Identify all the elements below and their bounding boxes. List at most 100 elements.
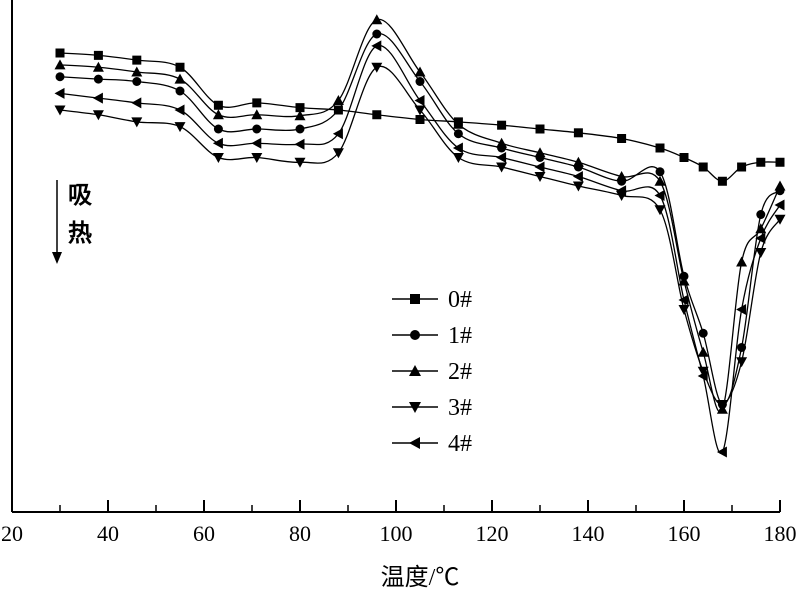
data-point xyxy=(175,62,185,72)
data-point xyxy=(697,370,708,382)
data-point xyxy=(654,175,666,186)
data-point xyxy=(572,181,584,192)
series-line xyxy=(59,65,781,406)
data-point xyxy=(132,55,142,65)
x-tick-label: 180 xyxy=(764,521,797,546)
legend-label: 2# xyxy=(448,359,472,385)
data-point xyxy=(55,48,65,58)
data-point xyxy=(332,95,344,105)
data-point xyxy=(497,120,507,130)
x-tick-label: 40 xyxy=(97,521,119,546)
data-point xyxy=(410,294,420,304)
data-point xyxy=(452,142,463,154)
data-point xyxy=(698,328,708,338)
data-point xyxy=(534,161,545,173)
data-point xyxy=(655,167,665,177)
data-point xyxy=(774,199,785,211)
data-point xyxy=(212,109,224,120)
axes: 20 40 60 80 100 120 140 160 180 xyxy=(1,0,797,546)
data-point xyxy=(678,305,690,315)
data-point xyxy=(332,128,343,140)
x-tick-label: 20 xyxy=(1,521,23,546)
data-point xyxy=(414,105,426,116)
x-axis-title: 温度/℃ xyxy=(381,564,460,591)
data-point xyxy=(174,73,186,84)
data-point xyxy=(252,124,262,134)
series-group xyxy=(54,14,786,458)
legend-item: 0# xyxy=(392,287,472,313)
data-point xyxy=(774,214,786,225)
data-point xyxy=(654,190,665,201)
data-point xyxy=(372,110,382,120)
legend-item: 4# xyxy=(392,431,472,457)
data-point xyxy=(496,137,508,148)
data-point xyxy=(572,156,584,167)
data-point xyxy=(736,357,748,368)
legend-item: 3# xyxy=(392,395,472,421)
data-point xyxy=(655,143,665,153)
data-point xyxy=(131,117,143,128)
data-point xyxy=(737,162,747,172)
data-point xyxy=(756,210,766,219)
data-point xyxy=(54,87,65,99)
data-point xyxy=(716,446,727,458)
data-point xyxy=(453,129,463,139)
series-3 xyxy=(54,62,786,410)
data-point xyxy=(617,134,627,143)
data-point xyxy=(679,153,689,162)
data-point xyxy=(174,122,186,133)
data-point xyxy=(415,77,425,86)
data-point xyxy=(92,110,104,121)
data-point xyxy=(372,29,382,39)
data-point xyxy=(54,105,66,116)
data-point xyxy=(92,61,104,72)
data-point xyxy=(294,157,306,168)
x-tick-label: 160 xyxy=(668,521,701,546)
data-point xyxy=(251,137,262,149)
data-point xyxy=(755,232,766,244)
data-point xyxy=(496,162,508,173)
data-point xyxy=(716,400,728,410)
data-point xyxy=(294,138,305,150)
legend-label: 0# xyxy=(448,287,472,313)
data-point xyxy=(534,172,546,182)
data-point xyxy=(175,86,185,96)
data-point xyxy=(409,402,421,413)
data-point xyxy=(252,98,262,108)
down-arrow-icon xyxy=(52,252,62,264)
legend-item: 2# xyxy=(392,359,472,385)
data-point xyxy=(736,304,747,315)
data-point xyxy=(698,162,708,172)
data-point xyxy=(93,74,103,84)
data-point xyxy=(534,147,546,158)
data-point xyxy=(213,100,223,110)
data-point xyxy=(414,95,425,106)
data-point xyxy=(409,437,420,449)
data-point xyxy=(654,205,666,216)
data-point xyxy=(371,14,383,25)
data-point xyxy=(415,115,425,124)
data-point xyxy=(333,105,343,115)
data-point xyxy=(572,171,583,182)
annotation-char-2: 热 xyxy=(68,219,92,247)
data-point xyxy=(251,109,263,120)
data-point xyxy=(717,176,727,186)
data-point xyxy=(174,104,185,116)
x-tick-label: 100 xyxy=(380,521,413,546)
x-tick-label: 120 xyxy=(476,521,509,546)
x-ticks xyxy=(11,500,781,512)
data-point xyxy=(294,110,306,121)
annotation-char-1: 吸 xyxy=(68,181,92,209)
data-point xyxy=(535,124,545,134)
data-point xyxy=(756,157,766,167)
data-point xyxy=(678,275,690,286)
x-tick-label: 60 xyxy=(193,521,215,546)
data-point xyxy=(697,346,709,357)
data-point xyxy=(755,248,767,258)
data-point xyxy=(371,40,382,52)
legend-label: 3# xyxy=(448,395,472,421)
data-point xyxy=(93,50,103,60)
series-2 xyxy=(54,14,786,414)
x-tick-labels: 20 40 60 80 100 120 140 160 180 xyxy=(1,521,797,546)
series-4 xyxy=(54,40,785,458)
